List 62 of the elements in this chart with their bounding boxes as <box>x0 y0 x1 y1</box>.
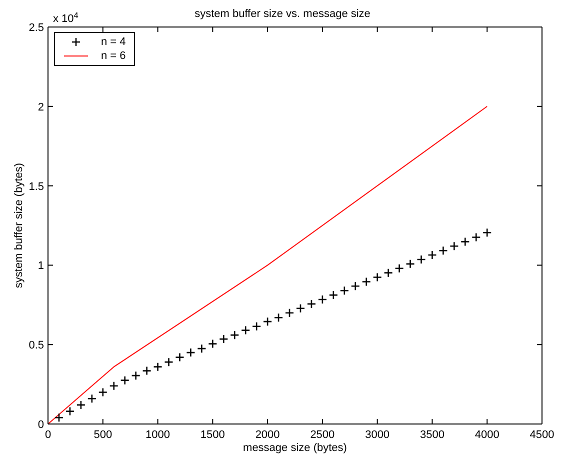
point <box>109 381 119 391</box>
point <box>230 330 240 340</box>
x-tick-label: 3500 <box>420 429 444 441</box>
point <box>153 362 162 372</box>
point <box>98 388 108 397</box>
y-tick-label: 1.5 <box>28 180 44 193</box>
point <box>460 237 470 246</box>
point <box>186 348 196 358</box>
y-tick-label: 2 <box>38 101 44 114</box>
point <box>76 400 86 410</box>
chart-title: system buffer size vs. message size <box>194 8 370 20</box>
y-tick-label: 2.5 <box>28 22 44 34</box>
point <box>218 334 228 344</box>
point <box>394 264 404 274</box>
legend-label: n = 6 <box>101 50 126 62</box>
x-tick-label: 2000 <box>255 429 280 441</box>
point <box>142 366 152 376</box>
x-tick-label: 1500 <box>200 429 225 441</box>
point <box>54 413 64 422</box>
point <box>306 299 316 309</box>
point <box>240 326 250 335</box>
x-tick-label: 500 <box>94 429 112 441</box>
point <box>482 228 492 238</box>
point <box>208 339 218 348</box>
point <box>296 304 306 314</box>
legend-label: n = 4 <box>101 36 126 48</box>
point <box>372 272 382 282</box>
x-tick-label: 1000 <box>146 429 170 441</box>
y-tick-label: 0.5 <box>28 340 44 352</box>
point <box>328 290 338 300</box>
point <box>164 357 174 367</box>
point <box>284 308 294 318</box>
point <box>87 394 97 404</box>
y-tick-label: 0 <box>38 419 44 431</box>
line-series <box>48 106 488 424</box>
x-axis-title: message size (bytes) <box>243 442 347 454</box>
point <box>384 268 393 278</box>
point <box>350 282 360 291</box>
point <box>406 259 415 269</box>
point <box>131 370 140 380</box>
point <box>428 250 437 260</box>
point <box>197 344 206 354</box>
x-tick-label: 4000 <box>474 429 500 441</box>
point <box>274 312 284 322</box>
point <box>438 246 448 256</box>
point <box>416 254 426 264</box>
point <box>120 376 130 385</box>
x-tick-label: 2500 <box>310 429 335 441</box>
x-tick-label: 3000 <box>365 429 390 441</box>
point <box>65 406 75 416</box>
point <box>262 316 272 326</box>
point <box>450 241 459 251</box>
point <box>252 322 262 331</box>
point <box>175 352 184 362</box>
point <box>471 232 481 242</box>
x-tick-label: 4500 <box>530 429 554 441</box>
y-axis-title: system buffer size (bytes) <box>13 162 25 288</box>
text: x 10$^{4}$ <box>53 10 79 25</box>
point <box>362 277 372 286</box>
y-tick-label: 1 <box>38 260 44 272</box>
point <box>318 294 328 304</box>
point <box>340 286 350 296</box>
